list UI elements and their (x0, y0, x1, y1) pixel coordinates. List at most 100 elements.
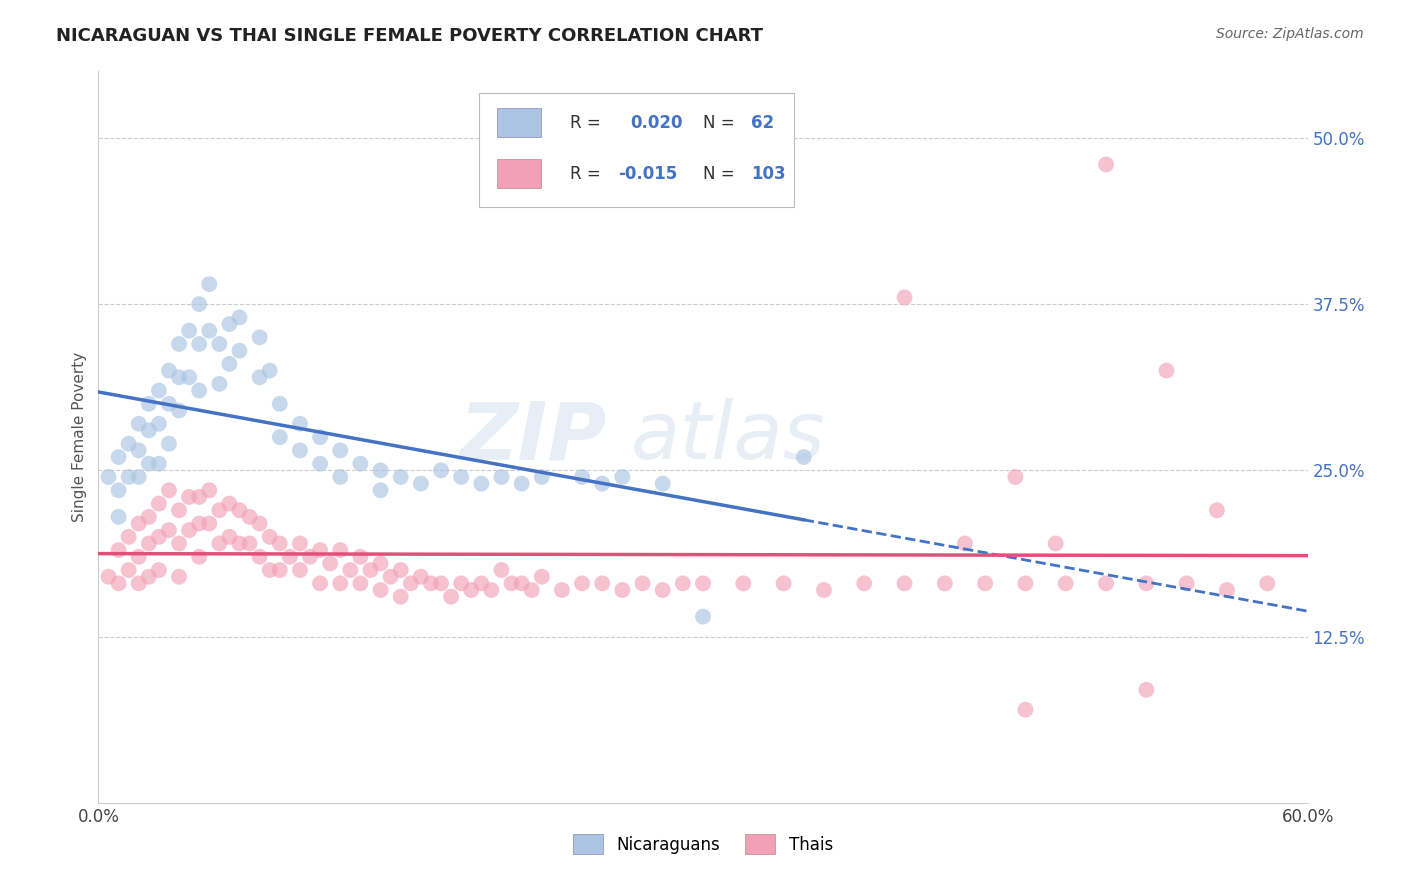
Point (953, 536, 976, 550)
Point (198, 324, 221, 338)
Point (288, 563, 311, 577)
Point (148, 457, 170, 471)
Point (179, 523, 201, 537)
Point (218, 497, 240, 511)
Point (1004, 470, 1026, 484)
Text: 103: 103 (751, 165, 786, 183)
Point (208, 503, 231, 517)
Point (218, 530, 240, 544)
Point (813, 582, 835, 597)
Point (167, 403, 190, 417)
Point (651, 476, 673, 491)
Text: N =: N = (703, 165, 734, 183)
Point (1135, 576, 1157, 591)
Point (157, 397, 180, 411)
Point (228, 503, 250, 517)
Point (672, 576, 695, 591)
Bar (498, 108, 541, 137)
Point (188, 384, 211, 398)
Point (167, 536, 190, 550)
Point (571, 470, 593, 484)
Point (148, 497, 170, 511)
Point (107, 576, 129, 591)
Text: 62: 62 (751, 113, 775, 131)
Point (118, 563, 141, 577)
Point (288, 443, 311, 458)
Point (530, 570, 553, 584)
Point (239, 536, 262, 550)
Point (631, 576, 654, 591)
Point (208, 536, 231, 550)
Point (430, 576, 453, 591)
Point (370, 582, 392, 597)
Point (188, 337, 211, 351)
Point (118, 530, 141, 544)
Point (329, 543, 352, 558)
Point (1135, 682, 1157, 697)
Point (208, 376, 231, 391)
Point (269, 536, 291, 550)
Point (249, 549, 271, 564)
Point (167, 370, 190, 384)
Point (1045, 536, 1067, 550)
Point (591, 476, 613, 491)
Point (612, 582, 634, 597)
Point (228, 343, 250, 358)
Point (157, 483, 180, 498)
Point (269, 563, 291, 577)
Point (370, 463, 392, 477)
Point (520, 582, 543, 597)
Text: atlas: atlas (630, 398, 825, 476)
Point (420, 576, 443, 591)
Point (853, 576, 876, 591)
Point (1216, 582, 1239, 597)
Point (893, 290, 915, 304)
Point (491, 470, 513, 484)
Point (1095, 576, 1118, 591)
Point (218, 357, 240, 371)
Point (107, 543, 129, 558)
Point (974, 576, 997, 591)
Point (772, 576, 794, 591)
Point (349, 549, 371, 564)
Y-axis label: Single Female Poverty: Single Female Poverty (72, 352, 87, 522)
Point (269, 430, 291, 444)
Point (148, 530, 170, 544)
Point (138, 536, 160, 550)
Point (309, 576, 332, 591)
Point (389, 470, 412, 484)
Point (179, 370, 201, 384)
Point (299, 549, 322, 564)
Point (179, 324, 201, 338)
Text: Source: ZipAtlas.com: Source: ZipAtlas.com (1216, 27, 1364, 41)
Point (138, 397, 160, 411)
Point (1014, 703, 1036, 717)
Point (399, 576, 422, 591)
Point (128, 443, 150, 458)
Point (128, 549, 150, 564)
Point (157, 523, 180, 537)
Text: 0.020: 0.020 (630, 113, 683, 131)
Point (259, 363, 281, 377)
Point (138, 509, 160, 524)
Point (128, 576, 150, 591)
Point (259, 563, 281, 577)
Text: N =: N = (703, 113, 734, 131)
Point (733, 576, 755, 591)
Point (249, 370, 271, 384)
Text: R =: R = (569, 165, 600, 183)
Point (893, 576, 915, 591)
Point (380, 570, 402, 584)
Point (218, 317, 240, 331)
Point (107, 483, 129, 498)
Point (440, 590, 463, 604)
Point (349, 576, 371, 591)
Point (138, 570, 160, 584)
Point (1095, 157, 1118, 171)
Point (97, 470, 120, 484)
Point (188, 516, 211, 531)
Point (692, 576, 714, 591)
Point (138, 424, 160, 438)
Point (450, 576, 472, 591)
Point (198, 277, 221, 292)
